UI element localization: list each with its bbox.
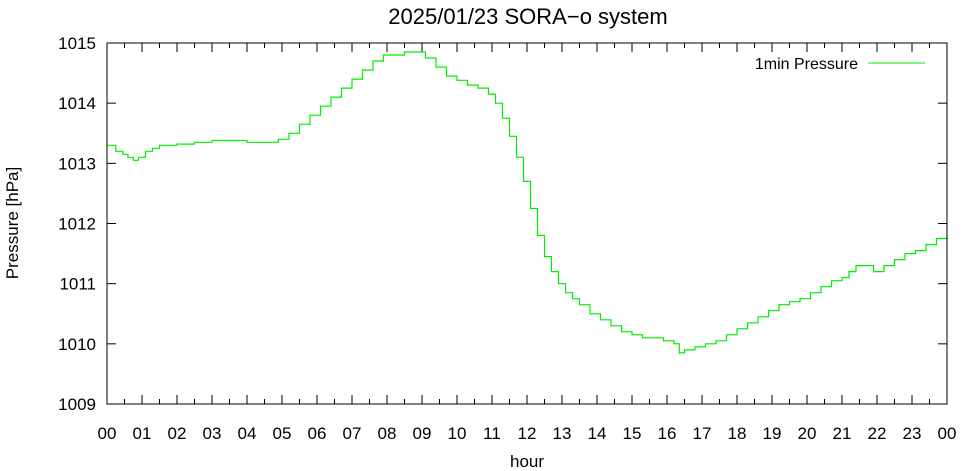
x-tick-label: 10 [448,424,467,443]
x-tick-label: 18 [728,424,747,443]
x-tick-label: 06 [308,424,327,443]
plot-frame [106,42,948,405]
tick-labels: 00 01 02 03 04 05 06 07 08 09 10 11 12 13 14 15 16 17 18 19… [58,34,956,443]
x-axis-label: hour [510,452,544,471]
x-tick-label: 14 [588,424,607,443]
x-tick-label: 16 [658,424,677,443]
y-axis-label: Pressure [hPa] [3,167,22,279]
x-tick-label: 23 [903,424,922,443]
y-tick-label: 1012 [58,215,96,234]
x-tick-label: 02 [168,424,187,443]
x-tick-label: 09 [413,424,432,443]
x-tick-label: 20 [798,424,817,443]
series-layer [107,51,948,354]
x-tick-label: 07 [343,424,362,443]
legend: 1min Pressure [755,56,925,73]
x-tick-label: 00 [98,424,117,443]
x-tick-label: 12 [518,424,537,443]
x-tick-label: 04 [238,424,257,443]
x-tick-label: 11 [483,424,501,443]
y-tick-label: 1009 [58,395,96,414]
x-tick-label: 15 [623,424,642,443]
tick-marks [106,42,948,405]
x-tick-label: 21 [833,424,852,443]
x-tick-label: 08 [378,424,397,443]
y-tick-label: 1014 [58,94,96,113]
series-line-1min-pressure [107,51,948,354]
x-tick-label: 05 [273,424,292,443]
x-tick-label: 03 [203,424,222,443]
legend-label-1min-pressure: 1min Pressure [755,56,858,73]
x-tick-label: 22 [868,424,887,443]
chart-title: 2025/01/23 SORA−o system [388,4,667,29]
y-tick-label: 1013 [58,154,96,173]
x-tick-label: 13 [553,424,572,443]
x-tick-label: 00 [938,424,957,443]
x-tick-label: 17 [693,424,712,443]
y-tick-label: 1011 [59,275,96,294]
x-tick-label: 01 [133,424,152,443]
y-tick-label: 1015 [58,34,96,53]
y-tick-label: 1010 [58,335,96,354]
x-tick-label: 19 [763,424,782,443]
